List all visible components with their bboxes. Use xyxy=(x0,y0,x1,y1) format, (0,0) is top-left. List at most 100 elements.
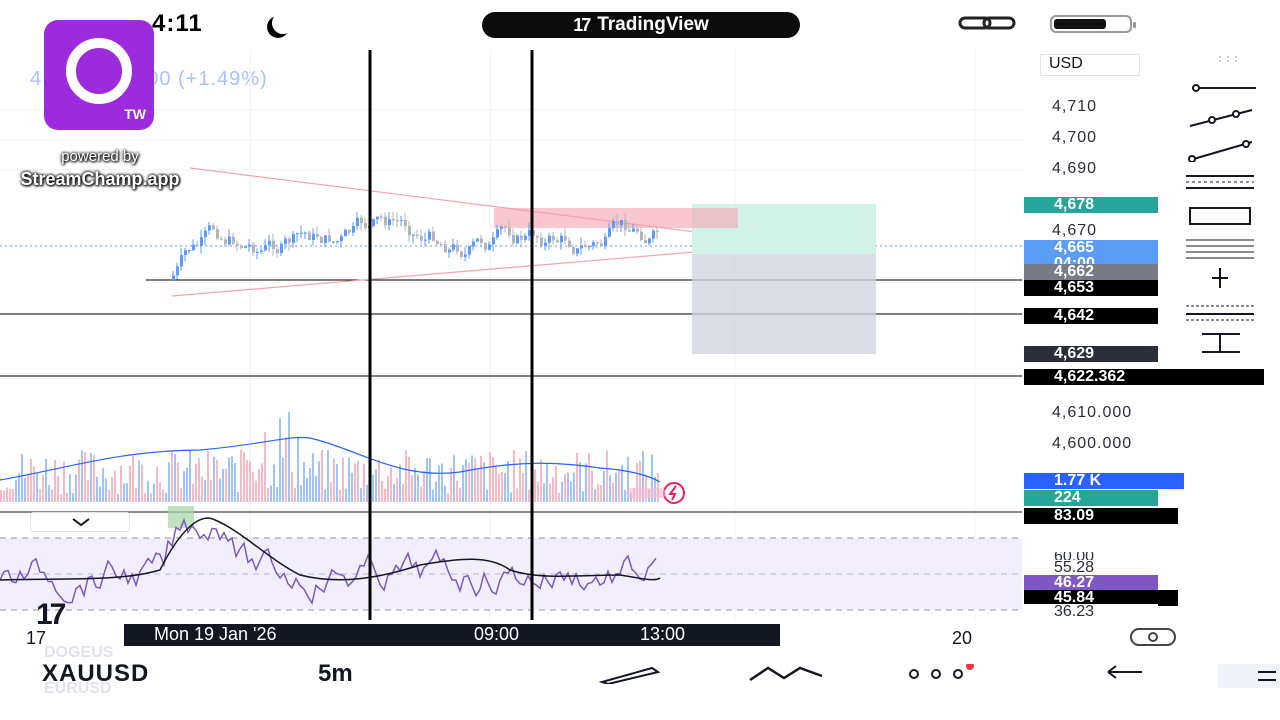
volume-bar xyxy=(576,452,578,502)
candle-body xyxy=(504,226,507,228)
volume-bar xyxy=(231,456,233,502)
volume-bar xyxy=(66,492,68,502)
price-tag-target: 4,678 xyxy=(1024,197,1158,213)
volume-bar xyxy=(417,474,419,502)
candles xyxy=(172,211,659,281)
undo-icon[interactable] xyxy=(1100,664,1150,684)
volume-bar xyxy=(456,480,458,502)
volume-bar xyxy=(597,483,599,502)
volume-bar xyxy=(390,467,392,502)
volume-bar xyxy=(36,473,38,502)
volume-bar xyxy=(207,451,209,502)
indicators-icon[interactable] xyxy=(748,664,824,684)
volume-bar xyxy=(618,470,620,502)
volume-bar xyxy=(423,471,425,502)
price-tick: 4,600.000 xyxy=(1052,435,1133,452)
next-symbol[interactable]: EURUSD xyxy=(44,680,112,697)
rectangle-icon[interactable] xyxy=(1182,204,1258,228)
candle-body xyxy=(644,240,647,244)
volume-bar xyxy=(339,489,341,502)
volume-bar xyxy=(225,468,227,502)
currency-label[interactable]: USD xyxy=(1040,54,1140,76)
candle-body xyxy=(232,236,235,244)
arrow-marker-icon[interactable] xyxy=(1182,330,1258,354)
candle-body xyxy=(452,244,455,250)
candle-body xyxy=(248,244,251,247)
fib-retracement-icon[interactable] xyxy=(1182,236,1258,260)
candle-body xyxy=(340,236,343,242)
volume-bar xyxy=(594,489,596,502)
volume-bar xyxy=(165,492,167,502)
volume-bar xyxy=(162,489,164,502)
candle-body xyxy=(400,219,403,221)
pitchfork-icon[interactable] xyxy=(1182,300,1258,324)
volume-bar xyxy=(306,478,308,502)
interval-button[interactable]: 5m xyxy=(318,660,353,687)
volume-bar xyxy=(114,470,116,502)
volume-bar xyxy=(69,474,71,502)
candle-body xyxy=(276,249,279,254)
time-axis[interactable]: 17 Mon 19 Jan '26 09:00 13:00 20 xyxy=(0,622,1020,650)
volume-bar xyxy=(372,474,374,502)
price-tick: 4,710 xyxy=(1052,98,1098,115)
prev-symbol[interactable]: DOGEUS xyxy=(44,644,114,661)
volume-bar xyxy=(588,452,590,502)
candle-body xyxy=(428,231,431,240)
volume-bar xyxy=(93,454,95,502)
candle-body xyxy=(560,235,563,243)
volume-bar xyxy=(0,489,2,502)
drag-handle-icon[interactable] xyxy=(1182,54,1258,78)
candle-body xyxy=(336,241,339,243)
candle-body xyxy=(512,235,515,244)
horizontal-ray-icon[interactable] xyxy=(1182,76,1258,100)
price-chart[interactable] xyxy=(0,50,1022,620)
volume-bar xyxy=(414,467,416,502)
parallel-channel-icon[interactable] xyxy=(1182,170,1258,194)
volume-bar xyxy=(201,476,203,502)
volume-bar xyxy=(309,468,311,502)
volume-bar xyxy=(303,461,305,502)
trend-line-icon[interactable] xyxy=(1182,106,1258,130)
menu-icon[interactable] xyxy=(1218,664,1280,688)
volume-bar xyxy=(312,453,314,502)
more-icon[interactable] xyxy=(904,664,980,684)
pencil-icon[interactable] xyxy=(598,664,662,684)
volume-bar xyxy=(549,483,551,502)
symbol-button[interactable]: XAUUSD xyxy=(42,660,150,687)
stop-zone xyxy=(692,254,876,354)
volume-bar xyxy=(102,468,104,502)
volume-bar xyxy=(126,483,128,502)
candle-body xyxy=(468,246,471,255)
volume-bar xyxy=(240,449,242,502)
chart-settings-icon[interactable] xyxy=(1130,628,1176,646)
volume-bar xyxy=(639,460,641,502)
tradingview-watermark: 17 xyxy=(36,598,66,631)
tradingview-pill[interactable]: 17 TradingView xyxy=(482,12,800,38)
candle-body xyxy=(180,255,183,267)
candle-body xyxy=(256,251,259,253)
price-tag-entry: 4,662 xyxy=(1024,264,1158,280)
candle-body xyxy=(300,232,303,234)
moon-icon xyxy=(269,9,297,37)
candle-body xyxy=(520,235,523,240)
candle-body xyxy=(304,232,307,234)
volume-bar xyxy=(522,472,524,502)
candle-body xyxy=(576,248,579,254)
ray-icon[interactable] xyxy=(1182,138,1258,162)
volume-bar xyxy=(450,467,452,502)
volume-bar xyxy=(183,471,185,502)
volume-bar xyxy=(399,464,401,502)
volume-bar xyxy=(57,476,59,502)
candle-body xyxy=(324,235,327,244)
volume-bar xyxy=(582,491,584,502)
rsi-level-tag: 55.28 xyxy=(1024,560,1158,576)
collapse-pane-button[interactable] xyxy=(30,512,130,532)
candle-body xyxy=(396,220,399,222)
volume-bar xyxy=(3,490,5,502)
time-crosshair-tag: Mon 19 Jan '26 09:00 13:00 xyxy=(124,624,780,646)
cross-line-icon[interactable] xyxy=(1182,266,1258,290)
volume-bar xyxy=(528,489,530,502)
volume-bar xyxy=(132,456,134,502)
candle-body xyxy=(280,243,283,254)
candle-body xyxy=(444,244,447,253)
